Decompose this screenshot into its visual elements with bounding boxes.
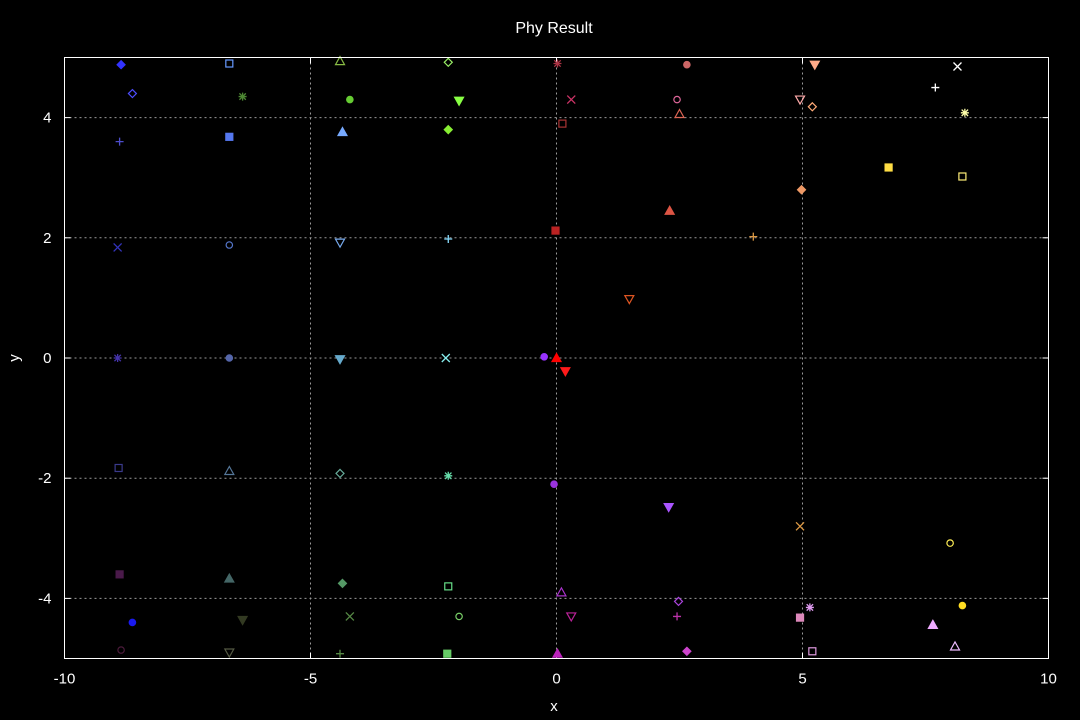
data-point	[225, 132, 234, 141]
data-point	[117, 646, 125, 654]
data-point	[805, 603, 814, 612]
data-point	[953, 62, 962, 71]
data-point	[795, 521, 805, 531]
data-point	[796, 184, 807, 195]
data-point	[555, 586, 567, 597]
x-tick-label: -5	[304, 671, 317, 688]
data-point	[673, 612, 682, 621]
data-point	[237, 615, 249, 626]
y-tick-label: 4	[43, 110, 51, 127]
data-point	[663, 502, 675, 513]
data-point	[334, 355, 346, 365]
data-point	[225, 354, 234, 362]
data-point	[683, 60, 691, 69]
data-point	[113, 242, 123, 252]
data-point	[115, 570, 124, 579]
data-point	[334, 55, 346, 66]
y-tick-label: 2	[43, 230, 51, 247]
chart-title: Phy Result	[515, 20, 593, 37]
data-point	[795, 613, 805, 622]
data-point	[337, 578, 348, 589]
data-point	[453, 96, 465, 107]
data-point	[551, 226, 560, 235]
x-tick-label: 10	[1040, 671, 1057, 688]
data-point	[673, 95, 681, 104]
data-point	[958, 601, 967, 610]
data-point	[807, 101, 818, 112]
data-point	[336, 126, 349, 137]
data-point	[345, 611, 355, 621]
x-axis-ticks: -10 -5 0 5 10	[54, 57, 1057, 688]
y-axis-ticks: -4 -2 0 2 4	[38, 110, 1049, 607]
data-point	[334, 238, 346, 249]
data-point	[444, 582, 453, 591]
data-point	[127, 88, 138, 99]
plot-frame	[64, 57, 1049, 659]
data-point	[749, 232, 758, 241]
data-point	[673, 596, 684, 607]
data-point	[809, 60, 821, 71]
data-point	[673, 108, 686, 119]
data-point	[623, 295, 635, 305]
data-point	[113, 354, 122, 362]
data-point	[949, 640, 961, 651]
data-point	[884, 163, 893, 172]
data-point	[931, 83, 940, 92]
data-point	[551, 647, 564, 658]
data-point	[553, 59, 562, 68]
data-point	[443, 124, 454, 135]
data-point	[335, 468, 345, 479]
x-tick-label: 5	[798, 671, 806, 688]
data-point	[238, 92, 247, 101]
data-point	[114, 463, 123, 473]
data-point	[794, 95, 806, 106]
data-points	[113, 55, 969, 659]
y-tick-label: -2	[38, 470, 51, 487]
data-point	[225, 241, 234, 249]
y-axis-label: y	[6, 354, 23, 362]
data-point	[960, 108, 969, 117]
data-point	[808, 647, 817, 656]
data-point	[565, 612, 577, 623]
data-point	[559, 367, 571, 377]
data-point	[682, 646, 692, 657]
data-point	[346, 95, 354, 104]
data-point	[558, 119, 567, 128]
data-point	[540, 352, 549, 361]
data-point	[443, 649, 452, 658]
data-point	[223, 648, 235, 659]
data-point	[664, 205, 676, 215]
data-point	[946, 539, 954, 547]
data-point	[927, 619, 939, 629]
data-point	[441, 353, 451, 363]
data-point	[566, 95, 576, 105]
data-point	[223, 465, 235, 476]
data-point	[550, 352, 563, 363]
data-point	[223, 572, 235, 583]
x-tick-label: 0	[552, 671, 560, 688]
data-point	[444, 235, 453, 244]
data-point	[128, 618, 137, 627]
data-point	[444, 471, 453, 480]
data-point	[225, 59, 234, 68]
data-point	[958, 172, 967, 181]
data-point	[336, 649, 345, 658]
y-tick-label: -4	[38, 590, 51, 607]
y-tick-label: 0	[43, 350, 51, 367]
x-axis-label: x	[550, 698, 558, 715]
x-tick-label: -10	[54, 671, 76, 688]
data-point	[116, 59, 126, 70]
data-point	[550, 480, 558, 489]
data-point	[115, 137, 124, 146]
data-point	[455, 612, 463, 621]
data-point	[443, 57, 454, 68]
